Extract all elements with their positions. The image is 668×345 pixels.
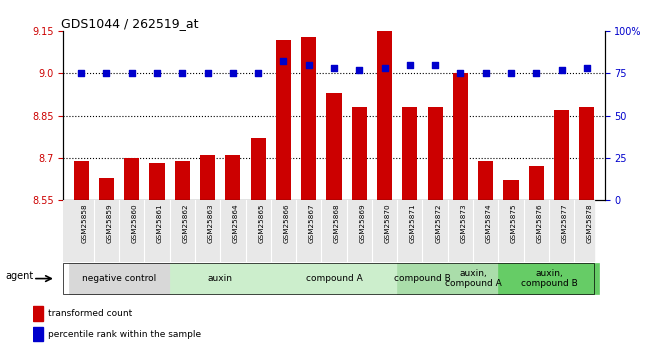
Point (278, 59, 289, 64)
Text: GSM25866: GSM25866 (283, 203, 289, 243)
Text: auxin,
compound B: auxin, compound B (520, 269, 577, 288)
Text: GSM25875: GSM25875 (511, 203, 517, 243)
Bar (528, 166, 544, 200)
Text: GDS1044 / 262519_at: GDS1044 / 262519_at (61, 17, 198, 30)
Point (202, 71, 213, 76)
Text: GSM25871: GSM25871 (410, 203, 416, 243)
Text: GSM25863: GSM25863 (208, 203, 214, 243)
Bar (478, 161, 493, 200)
Bar (33, 306, 43, 321)
Point (480, 71, 491, 76)
Text: GSM25859: GSM25859 (106, 203, 112, 243)
Bar (579, 107, 595, 200)
Bar (33, 327, 43, 341)
Point (430, 62, 440, 68)
Text: GSM25877: GSM25877 (562, 203, 568, 243)
Text: GSM25876: GSM25876 (536, 203, 542, 243)
Bar (377, 31, 392, 200)
Text: auxin: auxin (208, 274, 232, 283)
Bar (99, 178, 114, 200)
Point (152, 71, 162, 76)
Bar (301, 37, 317, 200)
Text: GSM25874: GSM25874 (486, 203, 492, 243)
Text: GSM25870: GSM25870 (385, 203, 391, 243)
Bar (250, 138, 266, 200)
Bar (200, 155, 215, 200)
Text: compound B: compound B (394, 274, 451, 283)
Bar (276, 40, 291, 200)
Point (506, 71, 516, 76)
Point (253, 71, 263, 76)
Bar (397, 263, 448, 294)
Point (75, 71, 86, 76)
Point (556, 67, 567, 73)
Text: GSM25862: GSM25862 (182, 203, 188, 243)
Bar (448, 263, 498, 294)
Bar (402, 107, 418, 200)
Bar (498, 263, 599, 294)
Bar (453, 73, 468, 200)
Bar (225, 155, 240, 200)
Point (101, 71, 112, 76)
Bar (428, 107, 443, 200)
Text: GSM25872: GSM25872 (435, 203, 441, 243)
Point (126, 71, 137, 76)
Text: GSM25865: GSM25865 (258, 203, 264, 243)
Text: GSM25858: GSM25858 (81, 203, 87, 243)
Bar (351, 107, 367, 200)
Text: compound A: compound A (306, 274, 362, 283)
Bar (170, 263, 271, 294)
Bar (73, 161, 89, 200)
Text: GSM25868: GSM25868 (334, 203, 340, 243)
Bar (69, 263, 170, 294)
Text: auxin,
compound A: auxin, compound A (445, 269, 502, 288)
Text: GSM25861: GSM25861 (157, 203, 163, 243)
Bar (150, 164, 164, 200)
Point (455, 71, 466, 76)
Text: GSM25869: GSM25869 (359, 203, 365, 243)
Point (379, 66, 390, 71)
Text: GSM25867: GSM25867 (309, 203, 315, 243)
Bar (504, 180, 518, 200)
Text: agent: agent (5, 271, 33, 281)
Point (228, 71, 238, 76)
Point (303, 62, 314, 68)
Bar (124, 158, 140, 200)
Text: GSM25860: GSM25860 (132, 203, 138, 243)
Text: GSM25864: GSM25864 (233, 203, 239, 243)
Text: transformed count: transformed count (49, 309, 133, 318)
Point (405, 62, 415, 68)
Point (582, 66, 593, 71)
Point (329, 66, 339, 71)
Text: negative control: negative control (82, 274, 156, 283)
Bar (327, 93, 341, 200)
Point (531, 71, 542, 76)
Bar (271, 263, 397, 294)
Bar (554, 110, 569, 200)
Text: GSM25873: GSM25873 (460, 203, 466, 243)
Point (354, 67, 365, 73)
Text: GSM25878: GSM25878 (587, 203, 593, 243)
Bar (175, 161, 190, 200)
Text: percentile rank within the sample: percentile rank within the sample (49, 330, 202, 339)
Point (177, 71, 188, 76)
